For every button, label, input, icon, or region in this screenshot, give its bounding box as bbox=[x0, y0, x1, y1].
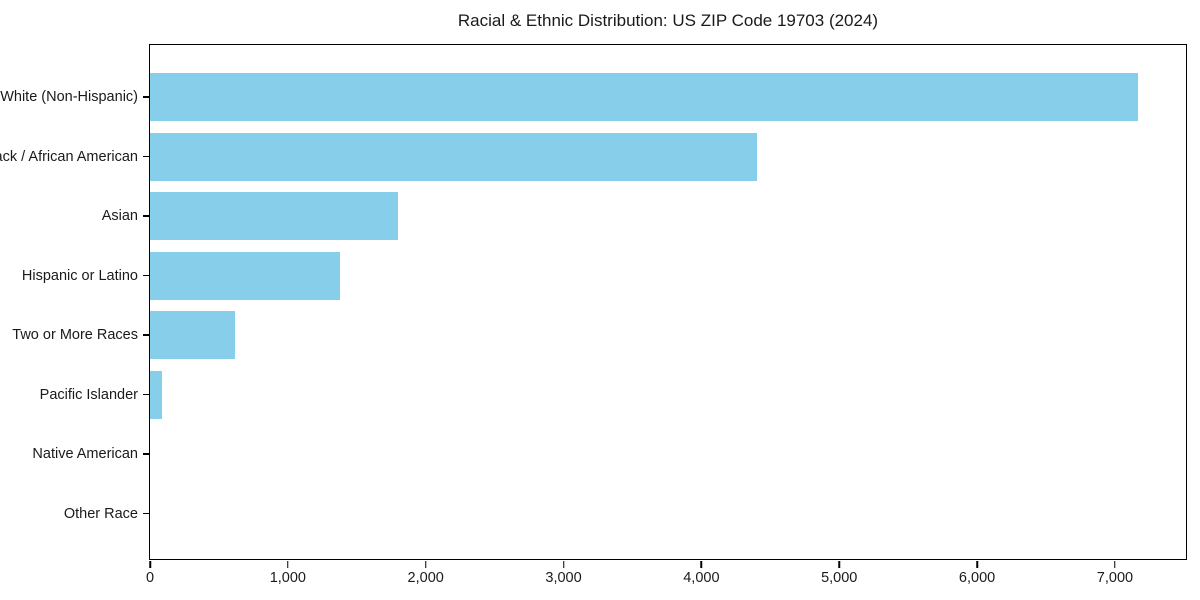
y-axis-tick bbox=[143, 155, 150, 158]
x-axis-tick-label: 2,000 bbox=[407, 570, 444, 586]
y-axis-label: Two or More Races bbox=[12, 327, 138, 343]
y-axis-label: Hispanic or Latino bbox=[21, 267, 138, 284]
x-axis-tick-label: 7,000 bbox=[1096, 570, 1134, 586]
y-axis-label: White (Non-Hispanic) bbox=[0, 89, 138, 105]
chart-title: Racial & Ethnic Distribution: US ZIP Cod… bbox=[457, 11, 879, 30]
x-axis-tick bbox=[562, 560, 565, 568]
bar-hispanic-or-latino bbox=[150, 251, 340, 300]
y-axis-label: Black / African American bbox=[0, 148, 138, 165]
y-axis-tick bbox=[143, 393, 150, 396]
x-axis-tick bbox=[700, 560, 703, 568]
y-axis-tick bbox=[143, 274, 150, 277]
x-axis-tick bbox=[424, 560, 427, 568]
bar-black-african-american bbox=[150, 132, 757, 181]
x-axis-tick-label: 0 bbox=[145, 570, 155, 586]
x-axis-tick-label: 4,000 bbox=[683, 570, 720, 586]
y-axis-tick bbox=[143, 453, 150, 455]
bar-two-or-more-races bbox=[150, 311, 236, 359]
x-axis-tick bbox=[976, 560, 978, 568]
x-axis-tick bbox=[149, 560, 151, 568]
x-axis-tick bbox=[287, 560, 289, 568]
x-axis-tick-label: 5,000 bbox=[821, 570, 858, 586]
y-axis-label: Asian bbox=[101, 208, 138, 224]
bar-white-non-hispanic bbox=[150, 73, 1139, 121]
plot-area: White (Non-Hispanic) Black / African Amer… bbox=[0, 44, 1187, 586]
y-axis-tick bbox=[143, 334, 150, 336]
x-axis-tick-label: 1,000 bbox=[269, 570, 306, 586]
y-axis-tick bbox=[143, 215, 150, 217]
x-axis-tick-label: 6,000 bbox=[958, 570, 996, 586]
x-axis-tick bbox=[838, 560, 840, 568]
y-axis-label: Other Race bbox=[63, 505, 138, 522]
x-axis-tick bbox=[1114, 560, 1116, 568]
y-axis-label: Native American bbox=[32, 446, 138, 462]
y-axis-label: Pacific Islander bbox=[39, 386, 138, 403]
bar-pacific-islander bbox=[150, 370, 163, 419]
bar-asian bbox=[150, 192, 399, 240]
y-axis-tick bbox=[143, 512, 150, 515]
x-axis-tick-label: 3,000 bbox=[545, 570, 582, 586]
y-axis-tick bbox=[143, 96, 150, 98]
